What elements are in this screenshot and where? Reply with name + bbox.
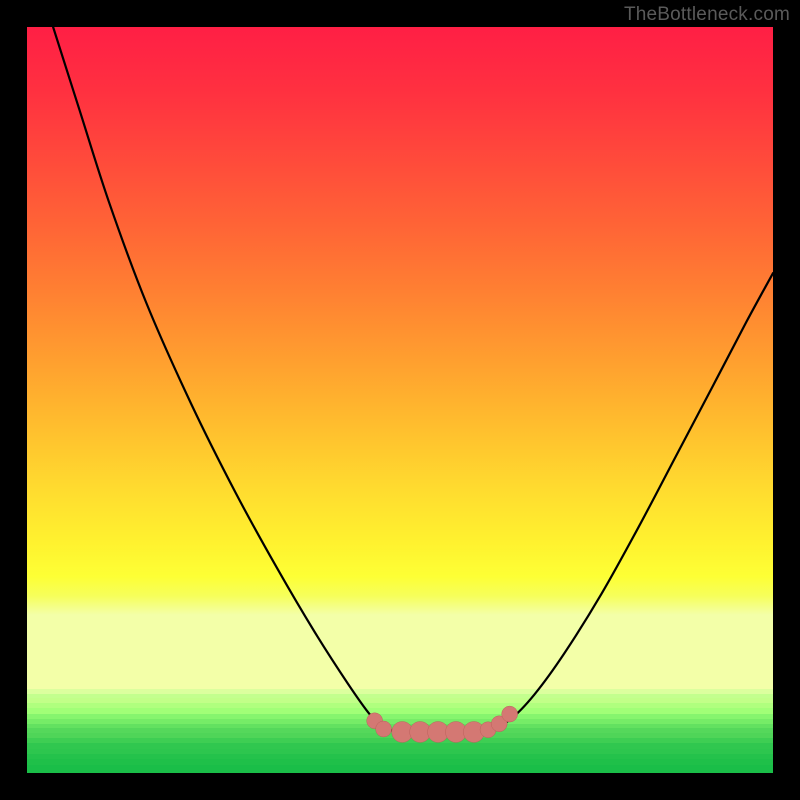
watermark-text: TheBottleneck.com (624, 4, 790, 26)
chart-plot-area (27, 27, 773, 773)
gradient-smooth (27, 27, 773, 689)
gradient-background (27, 27, 773, 773)
gradient-stripe (27, 770, 773, 773)
